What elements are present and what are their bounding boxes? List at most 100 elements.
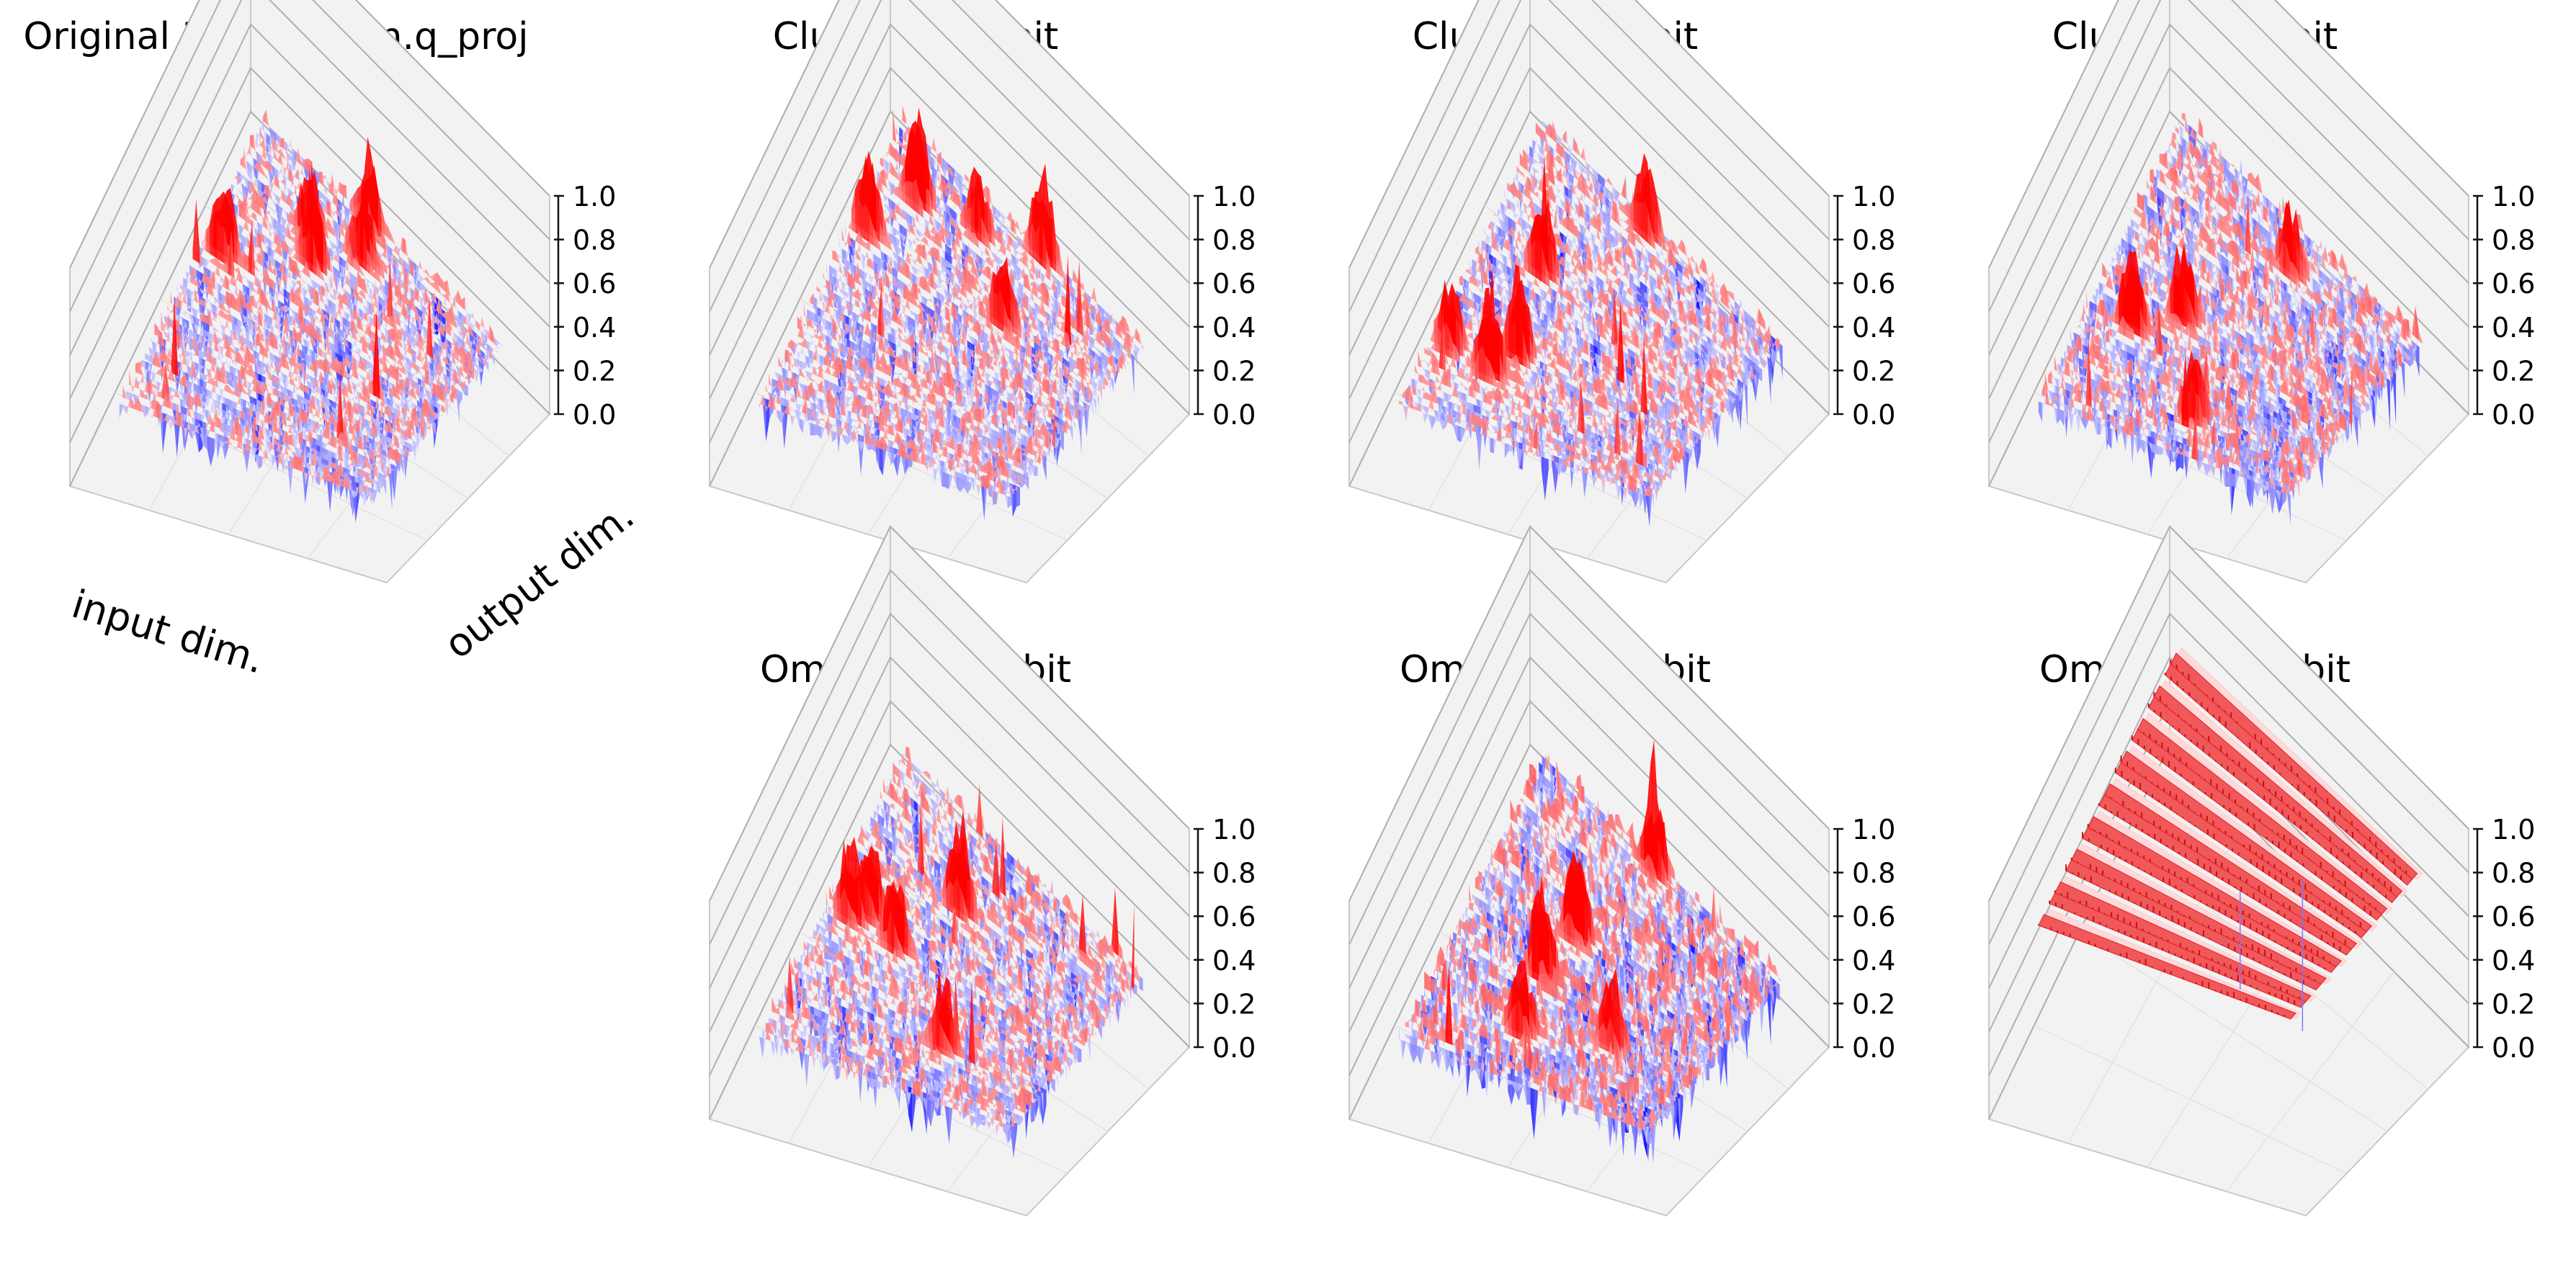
- surface-facet: [369, 380, 373, 395]
- surface-facet: [259, 194, 263, 210]
- surface-facet: [434, 335, 438, 340]
- surface-facet: [253, 133, 257, 148]
- surface-facet: [447, 323, 451, 336]
- surface-facet: [440, 324, 444, 337]
- surface-facet: [459, 318, 462, 327]
- surface-facet: [442, 312, 447, 320]
- surface-facet: [394, 315, 398, 332]
- surface-facet: [462, 351, 467, 371]
- surface-facet: [375, 294, 380, 320]
- surface-facet: [420, 282, 424, 291]
- surface-facet: [463, 325, 468, 341]
- surface-facet: [285, 168, 289, 194]
- surface-facet: [426, 276, 431, 285]
- surface-facet: [388, 227, 392, 242]
- surface-facet: [241, 181, 245, 210]
- surface-facet: [238, 189, 242, 195]
- surface-facet: [421, 336, 426, 349]
- surface-facet: [358, 295, 362, 304]
- surface-facet: [452, 351, 457, 368]
- surface-facet: [257, 232, 261, 249]
- surface-facet: [450, 366, 454, 374]
- surface-facet: [477, 338, 480, 344]
- surface-facet: [259, 203, 263, 221]
- surface-facet: [360, 267, 365, 277]
- surface-facet: [1065, 331, 1069, 350]
- surface-facet: [261, 156, 264, 168]
- surface-facet: [274, 149, 278, 162]
- surface-facet: [367, 248, 371, 275]
- surface-facet: [419, 261, 424, 273]
- surface-facet: [392, 288, 395, 309]
- surface-facet: [979, 301, 983, 318]
- surface-facet: [263, 209, 267, 221]
- surface-facet: [269, 136, 274, 148]
- surface-facet: [1050, 396, 1055, 410]
- surface-facet: [251, 179, 256, 194]
- surface-facet: [424, 333, 428, 339]
- surface-facet: [267, 223, 271, 238]
- surface-facet: [420, 275, 424, 283]
- surface-facet: [283, 217, 287, 230]
- surface-facet: [357, 271, 362, 289]
- surface-facet: [463, 356, 468, 374]
- surface-facet: [265, 184, 269, 197]
- z-tick-label: 0.8: [573, 225, 616, 256]
- surface-facet: [254, 172, 259, 192]
- surface-facet: [426, 269, 430, 278]
- surface-facet: [459, 351, 463, 365]
- surface-facet: [433, 328, 437, 334]
- surface-facet: [290, 191, 293, 215]
- surface-facet: [261, 184, 266, 201]
- surface-facet: [356, 217, 360, 266]
- surface-facet: [423, 269, 427, 274]
- surface-facet: [278, 183, 282, 197]
- surface-facet: [256, 201, 260, 215]
- surface-facet: [432, 356, 437, 362]
- surface-facet: [347, 274, 352, 295]
- surface-facet: [340, 217, 344, 230]
- surface-facet: [470, 323, 474, 338]
- surface-facet: [249, 212, 253, 219]
- surface-facet: [399, 254, 403, 269]
- surface-facet: [320, 213, 323, 274]
- surface-facet: [390, 264, 394, 284]
- surface-facet: [406, 240, 409, 268]
- surface-facet: [443, 366, 447, 372]
- surface-facet: [490, 325, 493, 344]
- z-gridline: [69, 0, 550, 269]
- surface-facet: [281, 152, 285, 178]
- surface-facet: [264, 143, 268, 167]
- surface-facet: [294, 203, 298, 230]
- surface-facet: [339, 264, 344, 282]
- surface-facet: [248, 179, 252, 194]
- surface-facet: [374, 265, 377, 281]
- surface-facet: [455, 349, 460, 362]
- surface-facet: [284, 138, 287, 161]
- surface-facet: [269, 185, 273, 202]
- surface-facet: [412, 297, 416, 313]
- surface-facet: [385, 221, 388, 238]
- surface-facet: [318, 171, 323, 185]
- surface-facet: [259, 217, 264, 248]
- surface-facet: [457, 290, 462, 307]
- surface-facet: [341, 284, 345, 293]
- surface-facet: [292, 189, 296, 196]
- surface-facet: [264, 174, 269, 180]
- surface-facet: [240, 156, 244, 168]
- surface-facet: [468, 331, 471, 359]
- surface-facet: [462, 314, 466, 324]
- surface-facet: [420, 324, 424, 339]
- surface-facet: [250, 142, 254, 173]
- surface-facet: [301, 166, 305, 185]
- y-axis-label: output dim.: [436, 493, 642, 668]
- surface-facet: [237, 175, 241, 183]
- surface-facet: [472, 312, 475, 322]
- surface-facet: [324, 216, 328, 239]
- surface-facet: [466, 356, 470, 371]
- surface-facet: [354, 275, 357, 291]
- surface-facet: [270, 149, 274, 170]
- surface-facet: [336, 276, 341, 291]
- surface-facet: [343, 191, 347, 243]
